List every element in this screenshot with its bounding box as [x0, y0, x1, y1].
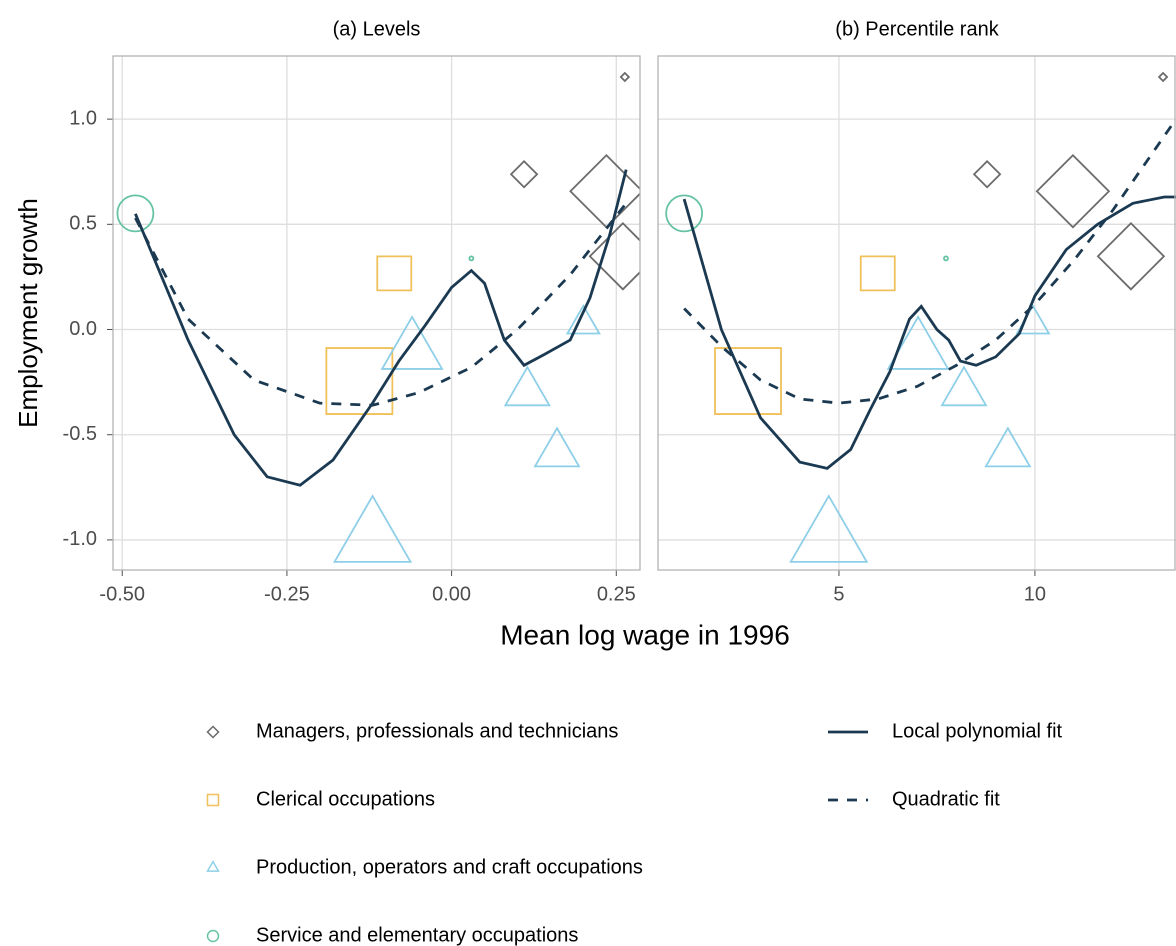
- legend-key: [206, 725, 220, 739]
- x-axis-label: Mean log wage in 1996: [500, 619, 790, 650]
- legend-key: [206, 793, 220, 807]
- marker: [116, 194, 155, 233]
- panel-title: (b) Percentile rank: [835, 18, 999, 40]
- marker: [503, 365, 551, 407]
- panel-border: [112, 55, 641, 571]
- x-tick-label: -0.25: [264, 583, 310, 605]
- fit-line: [682, 195, 1176, 470]
- fit-line: [683, 118, 1176, 405]
- marker: [619, 71, 631, 83]
- legend-key: [206, 929, 220, 943]
- marker: [789, 494, 869, 563]
- marker: [859, 255, 896, 292]
- panel-title: (a) Levels: [333, 18, 421, 40]
- marker: [1157, 71, 1169, 83]
- x-tick-label: -0.50: [99, 583, 145, 605]
- plot-area: [116, 71, 640, 563]
- x-tick-label: 0.25: [597, 583, 636, 605]
- marker: [533, 426, 581, 468]
- y-tick-label: 1.0: [69, 107, 97, 129]
- marker: [984, 426, 1032, 468]
- marker: [332, 494, 413, 563]
- legend-label: Production, operators and craft occupati…: [256, 856, 643, 878]
- y-tick-label: 0.0: [69, 318, 97, 340]
- marker: [714, 347, 782, 415]
- plot-area: [665, 71, 1176, 563]
- legend-label: Local polynomial fit: [892, 720, 1063, 742]
- legend-label: Service and elementary occupations: [256, 924, 578, 946]
- marker: [1035, 154, 1111, 229]
- marker: [569, 154, 640, 229]
- marker: [509, 159, 539, 189]
- x-tick-label: 5: [833, 583, 844, 605]
- marker: [468, 255, 475, 262]
- legend-label: Clerical occupations: [256, 788, 435, 810]
- marker: [325, 347, 394, 415]
- y-axis-label: Employment growth: [13, 198, 43, 428]
- marker: [565, 303, 601, 335]
- marker: [376, 255, 413, 292]
- x-tick-label: 0.00: [432, 583, 471, 605]
- legend-label: Quadratic fit: [892, 788, 1000, 810]
- y-tick-label: 0.5: [69, 213, 97, 235]
- y-tick-label: -0.5: [63, 423, 97, 445]
- x-tick-label: 10: [1024, 583, 1046, 605]
- fit-line: [134, 169, 628, 487]
- marker: [1096, 222, 1166, 291]
- marker: [972, 159, 1002, 189]
- marker: [886, 315, 950, 370]
- y-tick-label: -1.0: [63, 528, 97, 550]
- marker: [380, 315, 444, 370]
- marker: [665, 194, 704, 233]
- fit-line: [134, 202, 628, 407]
- marker: [588, 222, 640, 291]
- panel-border: [657, 55, 1176, 571]
- legend-label: Managers, professionals and technicians: [256, 720, 618, 742]
- marker: [943, 255, 949, 262]
- legend-key: [206, 860, 220, 872]
- marker: [940, 365, 988, 407]
